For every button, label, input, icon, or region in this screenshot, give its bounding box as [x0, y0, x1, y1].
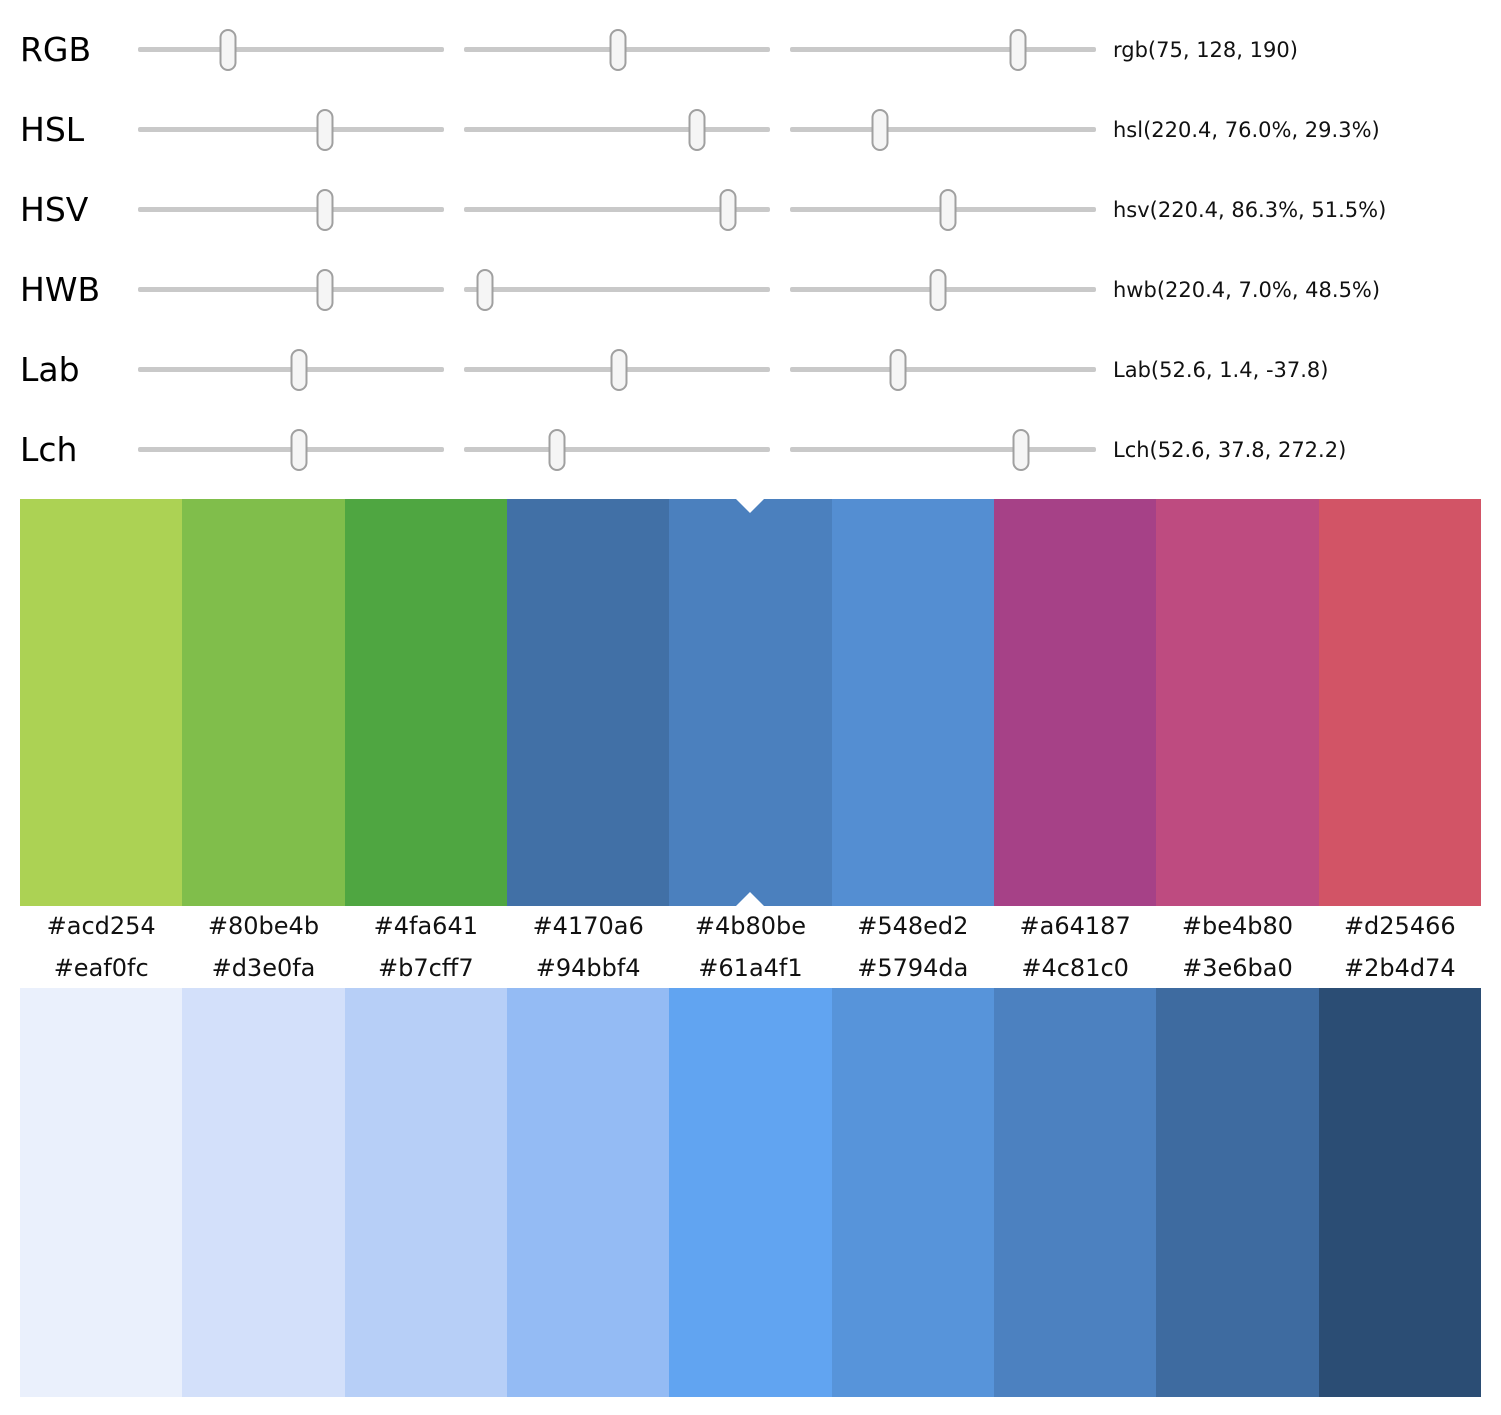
- hwb-value-text: hwb(220.4, 7.0%, 48.5%): [1113, 278, 1381, 302]
- hue-swatch-3[interactable]: [344, 499, 507, 906]
- hue-swatch-2[interactable]: [182, 499, 345, 906]
- lightness-swatch-2[interactable]: [182, 988, 345, 1397]
- hue-hex-label-9: #d25466: [1343, 912, 1456, 940]
- selection-notch-bottom-icon: [736, 892, 765, 906]
- hue-hex-label-1: #acd254: [46, 912, 156, 940]
- lightness-hex-label-6: #5794da: [857, 954, 969, 982]
- lab-slider-b-track[interactable]: [790, 348, 1096, 391]
- hsv-value-text: hsv(220.4, 86.3%, 51.5%): [1113, 198, 1387, 222]
- hwb-slider-h-track[interactable]: [138, 268, 444, 311]
- hue-swatch-6[interactable]: [831, 499, 994, 906]
- hue-palette: [20, 499, 1481, 906]
- selection-notch-top-icon: [736, 499, 765, 513]
- hsl-slider-s-thumb[interactable]: [688, 108, 706, 151]
- hsv-slider-h-track[interactable]: [138, 188, 444, 231]
- hue-hex-label-7: #a64187: [1019, 912, 1131, 940]
- slider-row-lch: Lch Lch(52.6, 37.8, 272.2): [0, 428, 1501, 472]
- hue-hex-labels: #acd254 #80be4b #4fa641 #4170a6 #4b80be …: [20, 906, 1481, 948]
- hue-swatch-selected[interactable]: [669, 499, 832, 906]
- lightness-swatch-3[interactable]: [344, 988, 507, 1397]
- lch-slider-c-thumb[interactable]: [548, 428, 566, 471]
- rgb-slider-g-track[interactable]: [464, 28, 770, 71]
- hsl-slider-h-thumb[interactable]: [316, 108, 334, 151]
- hue-swatch-4[interactable]: [506, 499, 670, 906]
- lch-slider-h-track[interactable]: [790, 428, 1096, 471]
- hsv-slider-s-track[interactable]: [464, 188, 770, 231]
- lch-slider-l-track[interactable]: [138, 428, 444, 471]
- rgb-slider-b-thumb[interactable]: [1009, 28, 1027, 71]
- hwb-slider-w-thumb[interactable]: [476, 268, 494, 311]
- rgb-slider-r-thumb[interactable]: [219, 28, 237, 71]
- row-label-lab: Lab: [20, 350, 80, 389]
- hwb-slider-h-thumb[interactable]: [316, 268, 334, 311]
- hue-swatch-1[interactable]: [20, 499, 183, 906]
- rgb-slider-r-track[interactable]: [138, 28, 444, 71]
- lightness-swatch-9[interactable]: [1318, 988, 1481, 1397]
- hue-hex-label-5: #4b80be: [694, 912, 807, 940]
- hsv-slider-v-thumb[interactable]: [939, 188, 957, 231]
- lightness-swatch-8[interactable]: [1156, 988, 1319, 1397]
- slider-row-hwb: HWB hwb(220.4, 7.0%, 48.5%): [0, 268, 1501, 312]
- lightness-hex-label-1: #eaf0fc: [53, 954, 149, 982]
- hue-hex-label-6: #548ed2: [857, 912, 969, 940]
- lch-value-text: Lch(52.6, 37.8, 272.2): [1113, 438, 1347, 462]
- lightness-hex-labels: #eaf0fc #d3e0fa #b7cff7 #94bbf4 #61a4f1 …: [20, 948, 1481, 988]
- lab-slider-l-track[interactable]: [138, 348, 444, 391]
- row-label-hsv: HSV: [20, 190, 89, 229]
- lightness-hex-label-7: #4c81c0: [1021, 954, 1129, 982]
- lch-slider-l-thumb[interactable]: [290, 428, 308, 471]
- hwb-slider-b-track[interactable]: [790, 268, 1096, 311]
- slider-row-lab: Lab Lab(52.6, 1.4, -37.8): [0, 348, 1501, 392]
- rgb-value-text: rgb(75, 128, 190): [1113, 38, 1298, 62]
- hue-hex-label-2: #80be4b: [207, 912, 320, 940]
- hsl-value-text: hsl(220.4, 76.0%, 29.3%): [1113, 118, 1380, 142]
- lab-value-text: Lab(52.6, 1.4, -37.8): [1113, 358, 1329, 382]
- row-label-rgb: RGB: [20, 30, 92, 69]
- hue-swatch-9[interactable]: [1318, 499, 1481, 906]
- lightness-swatch-7[interactable]: [993, 988, 1157, 1397]
- lightness-palette: [20, 988, 1481, 1397]
- hsl-slider-h-track[interactable]: [138, 108, 444, 151]
- hwb-slider-w-track[interactable]: [464, 268, 770, 311]
- row-label-lch: Lch: [20, 430, 78, 469]
- hue-swatch-7[interactable]: [993, 499, 1157, 906]
- lab-slider-a-thumb[interactable]: [610, 348, 628, 391]
- lightness-swatch-4[interactable]: [506, 988, 670, 1397]
- lightness-swatch-6[interactable]: [831, 988, 994, 1397]
- slider-row-hsl: HSL hsl(220.4, 76.0%, 29.3%): [0, 108, 1501, 152]
- hue-hex-label-4: #4170a6: [532, 912, 644, 940]
- hsv-slider-h-thumb[interactable]: [316, 188, 334, 231]
- rgb-slider-b-track[interactable]: [790, 28, 1096, 71]
- lightness-hex-label-8: #3e6ba0: [1182, 954, 1293, 982]
- lightness-hex-label-3: #b7cff7: [378, 954, 474, 982]
- lch-slider-c-track[interactable]: [464, 428, 770, 471]
- hsl-slider-l-track[interactable]: [790, 108, 1096, 151]
- lightness-swatch-1[interactable]: [20, 988, 183, 1397]
- hsl-slider-l-thumb[interactable]: [871, 108, 889, 151]
- hsv-slider-s-thumb[interactable]: [719, 188, 737, 231]
- lightness-hex-label-5: #61a4f1: [698, 954, 803, 982]
- hsl-slider-s-track[interactable]: [464, 108, 770, 151]
- lch-slider-h-thumb[interactable]: [1012, 428, 1030, 471]
- lightness-hex-label-9: #2b4d74: [1343, 954, 1456, 982]
- hue-hex-label-3: #4fa641: [373, 912, 478, 940]
- hsv-slider-v-track[interactable]: [790, 188, 1096, 231]
- lightness-swatch-5[interactable]: [669, 988, 832, 1397]
- lightness-hex-label-2: #d3e0fa: [211, 954, 316, 982]
- hue-hex-label-8: #be4b80: [1181, 912, 1294, 940]
- row-label-hsl: HSL: [20, 110, 85, 149]
- lab-slider-l-thumb[interactable]: [290, 348, 308, 391]
- lab-slider-b-thumb[interactable]: [889, 348, 907, 391]
- row-label-hwb: HWB: [20, 270, 101, 309]
- rgb-slider-g-thumb[interactable]: [609, 28, 627, 71]
- hue-swatch-8[interactable]: [1156, 499, 1319, 906]
- lightness-hex-label-4: #94bbf4: [535, 954, 641, 982]
- slider-row-rgb: RGB rgb(75, 128, 190): [0, 28, 1501, 72]
- hwb-slider-b-thumb[interactable]: [929, 268, 947, 311]
- slider-row-hsv: HSV hsv(220.4, 86.3%, 51.5%): [0, 188, 1501, 232]
- lab-slider-a-track[interactable]: [464, 348, 770, 391]
